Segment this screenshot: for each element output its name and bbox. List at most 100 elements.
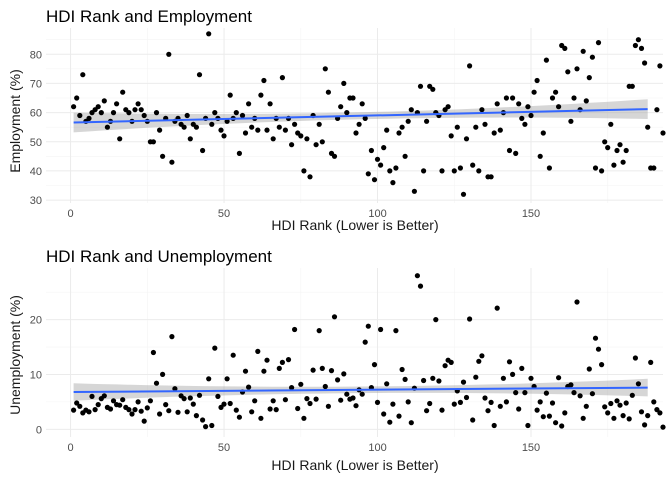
- data-point: [642, 60, 648, 66]
- data-point: [246, 101, 252, 107]
- data-point: [393, 165, 399, 171]
- data-point: [101, 393, 107, 399]
- data-point: [206, 376, 212, 382]
- data-point: [166, 408, 172, 414]
- data-point: [132, 407, 138, 413]
- data-point: [457, 399, 463, 405]
- data-point: [117, 402, 123, 408]
- data-point: [620, 159, 626, 165]
- data-point: [301, 415, 307, 421]
- data-point: [614, 398, 620, 404]
- data-point: [491, 422, 497, 429]
- data-point: [135, 101, 141, 107]
- data-point: [285, 357, 292, 363]
- data-point: [150, 349, 156, 356]
- y-axis-title: Employment (%): [7, 69, 23, 172]
- data-point: [488, 174, 494, 180]
- data-point: [574, 66, 580, 72]
- data-point: [430, 86, 436, 92]
- data-point: [157, 411, 163, 417]
- data-point: [421, 377, 427, 384]
- data-point: [577, 393, 583, 399]
- data-point: [371, 177, 378, 183]
- data-point: [497, 127, 503, 133]
- data-point: [279, 75, 285, 81]
- data-point: [608, 400, 614, 407]
- data-point: [494, 101, 500, 107]
- data-point: [264, 357, 270, 363]
- data-point: [295, 405, 301, 412]
- y-axis-title: Unemployment (%): [7, 295, 23, 415]
- data-point: [319, 139, 325, 145]
- data-point: [141, 112, 147, 119]
- data-point: [77, 112, 83, 119]
- data-point: [258, 415, 264, 421]
- data-point: [89, 393, 95, 399]
- data-point: [531, 89, 537, 95]
- data-point: [77, 403, 83, 409]
- data-point: [648, 359, 654, 365]
- data-point: [181, 124, 187, 130]
- data-point: [175, 409, 181, 415]
- data-point: [457, 165, 463, 171]
- data-point: [74, 400, 80, 406]
- data-point: [215, 393, 221, 399]
- data-point: [553, 420, 559, 426]
- data-point: [227, 92, 233, 98]
- data-point: [408, 107, 414, 113]
- data-point: [645, 124, 651, 130]
- y-tick-label: 70: [30, 78, 42, 90]
- data-point: [629, 83, 635, 89]
- data-point: [221, 133, 227, 139]
- data-point: [261, 77, 267, 84]
- data-point: [543, 57, 550, 63]
- y-tick-label: 60: [30, 108, 42, 120]
- data-point: [236, 150, 242, 156]
- data-point: [494, 305, 500, 311]
- data-point: [482, 121, 488, 127]
- data-point: [439, 168, 445, 174]
- data-point: [617, 402, 623, 408]
- data-point: [331, 314, 338, 320]
- data-point: [479, 353, 485, 359]
- data-point: [651, 399, 657, 405]
- data-point: [439, 407, 445, 413]
- y-tick-label: 40: [30, 166, 42, 178]
- data-point: [562, 45, 568, 52]
- data-point: [184, 112, 190, 119]
- data-point: [233, 407, 239, 413]
- data-point: [239, 112, 246, 119]
- data-point: [519, 365, 525, 371]
- data-point: [338, 397, 344, 403]
- data-point: [187, 136, 193, 142]
- data-point: [126, 110, 132, 116]
- data-point: [138, 107, 144, 113]
- data-point: [586, 75, 592, 81]
- data-point: [132, 107, 138, 113]
- data-point: [153, 110, 160, 116]
- data-point: [479, 107, 485, 113]
- data-point: [282, 127, 288, 133]
- data-point: [169, 159, 175, 165]
- data-point: [433, 317, 439, 323]
- data-point: [491, 130, 497, 136]
- panel-unemployment: HDI Rank and Unemployment 0 50 100 150 0 10 2…: [7, 247, 666, 473]
- data-point: [316, 121, 322, 127]
- y-tick-label: 0: [36, 424, 42, 436]
- data-point: [620, 413, 626, 419]
- data-point: [528, 375, 534, 381]
- data-point: [654, 407, 660, 413]
- data-point: [325, 403, 331, 409]
- data-point: [184, 409, 190, 415]
- data-point: [562, 410, 568, 416]
- data-point: [212, 345, 218, 351]
- data-point: [236, 414, 242, 420]
- data-point: [129, 411, 135, 417]
- data-point: [371, 362, 378, 368]
- data-point: [565, 69, 571, 75]
- data-point: [135, 399, 141, 405]
- data-point: [313, 396, 319, 402]
- data-point: [328, 368, 335, 374]
- data-point: [638, 45, 645, 52]
- data-point: [304, 396, 310, 402]
